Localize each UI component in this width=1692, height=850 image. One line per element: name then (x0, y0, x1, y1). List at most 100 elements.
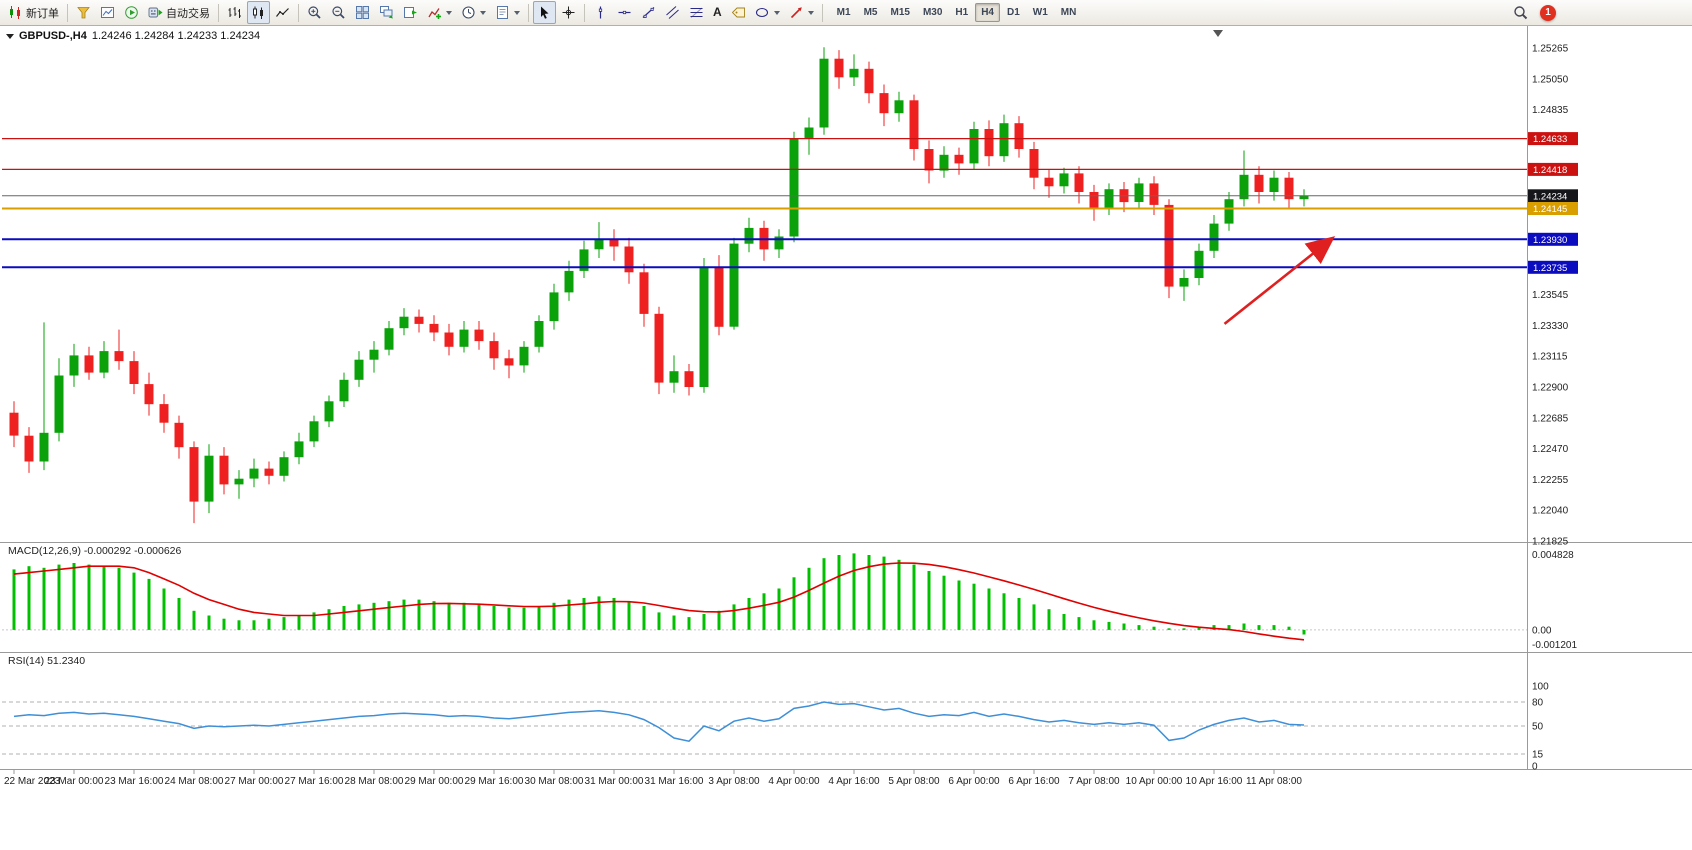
chart-title: GBPUSD-,H4 1.24246 1.24284 1.24233 1.242… (6, 30, 260, 42)
chart-shift-button[interactable] (399, 1, 422, 24)
zoom-in-icon (307, 5, 322, 20)
macd-bar (12, 569, 16, 630)
zoom-in-button[interactable] (303, 1, 326, 24)
macd-bar (282, 617, 286, 630)
tf-m30-button[interactable]: M30 (922, 7, 943, 18)
price-tag-label: 1.24145 (1533, 204, 1567, 215)
candle-body (204, 455, 214, 502)
funnel-icon (76, 5, 91, 20)
macd-bar (807, 567, 811, 630)
tf-m1-button[interactable]: M1 (836, 7, 851, 18)
macd-bar (1137, 625, 1141, 630)
shapes-button[interactable] (751, 1, 784, 24)
candle-body (954, 154, 964, 164)
price-tick-label: 1.21825 (1532, 537, 1569, 548)
line-chart-icon (275, 5, 290, 20)
macd-bar (552, 602, 556, 630)
tf-m5-button[interactable]: M5 (863, 7, 878, 18)
macd-bar (777, 588, 781, 630)
zoom-out-icon (331, 5, 346, 20)
autotrade-robot-icon (148, 5, 163, 20)
price-tag (1528, 189, 1578, 203)
periods-button[interactable] (457, 1, 490, 24)
candle-body (564, 270, 574, 293)
market-watch-button[interactable] (72, 1, 95, 24)
macd-scale-zero: 0.00 (1532, 625, 1552, 636)
rsi-scale-label: 80 (1532, 698, 1544, 709)
macd-bar (1242, 623, 1246, 630)
price-tick-label: 1.22470 (1532, 444, 1569, 455)
chevron-down-icon (807, 10, 814, 15)
chevron-down-icon (773, 10, 780, 15)
rsi-label: RSI(14) 51.2340 (8, 655, 86, 667)
tf-mn-button[interactable]: MN (1060, 7, 1077, 18)
macd-bar (462, 602, 466, 630)
macd-bar (717, 610, 721, 630)
line-chart-button[interactable] (271, 1, 294, 24)
text-tool-button[interactable]: A (709, 1, 726, 24)
rsi-scale-label: 15 (1532, 750, 1544, 761)
macd-bar (1002, 593, 1006, 630)
macd-bar (792, 577, 796, 630)
horizontal-line-button[interactable] (613, 1, 636, 24)
tf-h1-button[interactable]: H1 (955, 7, 969, 18)
tile-windows-button[interactable] (351, 1, 374, 24)
tf-d1-button[interactable]: D1 (1006, 7, 1020, 18)
search-button[interactable] (1509, 1, 1532, 24)
macd-bar (822, 558, 826, 630)
label-tool-button[interactable] (727, 1, 750, 24)
fibonacci-button[interactable] (685, 1, 708, 24)
ea-status-icon (124, 5, 139, 20)
bar-chart-button[interactable] (223, 1, 246, 24)
trend-arrow-annotation[interactable] (1223, 236, 1336, 325)
time-tick-label: 10 Apr 16:00 (1186, 776, 1243, 787)
arrow-tool-icon (789, 5, 804, 20)
tf-h4-button[interactable]: H4 (975, 3, 1000, 22)
new-order-button[interactable]: 新订单 (4, 1, 63, 24)
macd-bar (477, 604, 481, 630)
vertical-line-button[interactable] (589, 1, 612, 24)
price-tag (1528, 232, 1578, 246)
chart-shift-marker[interactable] (1213, 30, 1223, 37)
candle-body (804, 127, 814, 139)
macd-bar (312, 612, 316, 630)
candle-body (1059, 173, 1069, 187)
autotrade-button[interactable]: 自动交易 (144, 1, 214, 24)
candle-body (69, 355, 79, 376)
templates-button[interactable] (491, 1, 524, 24)
tf-w1-button[interactable]: W1 (1032, 7, 1048, 18)
chart-canvas[interactable]: 1.25265 1.25050 1.24835 1.23545 1.23330 1.231… (0, 26, 1692, 850)
new-order-label: 新订单 (26, 7, 59, 20)
macd-bar (942, 575, 946, 630)
macd-bar (237, 620, 241, 630)
crosshair-button[interactable] (557, 1, 580, 24)
candle-body (1299, 195, 1309, 200)
macd-bar (192, 610, 196, 630)
macd-bar (1047, 609, 1051, 630)
macd-bar (927, 571, 931, 630)
candlestick-chart-button[interactable] (247, 1, 270, 24)
channel-button[interactable] (661, 1, 684, 24)
candle-body (189, 447, 199, 502)
time-tick-label: 5 Apr 08:00 (888, 776, 940, 787)
profiles-button[interactable] (96, 1, 119, 24)
chart-shift-icon (403, 5, 418, 20)
zoom-out-button[interactable] (327, 1, 350, 24)
arrange-windows-button[interactable] (375, 1, 398, 24)
candle-body (519, 346, 529, 366)
time-tick-label: 30 Mar 08:00 (525, 776, 584, 787)
macd-bar (702, 614, 706, 630)
price-tick-label: 1.23330 (1532, 321, 1569, 332)
chart-menu-icon[interactable] (6, 33, 14, 39)
indicators-button[interactable] (423, 1, 456, 24)
expert-advisor-status-button[interactable] (120, 1, 143, 24)
cursor-button[interactable] (533, 1, 556, 24)
price-tag-label: 1.23735 (1533, 263, 1567, 274)
tf-m15-button[interactable]: M15 (890, 7, 910, 18)
trendline-button[interactable] (637, 1, 660, 24)
arrow-tools-button[interactable] (785, 1, 818, 24)
notification-badge[interactable]: 1 (1540, 4, 1556, 21)
macd-bar (1197, 626, 1201, 630)
time-tick-label: 4 Apr 16:00 (828, 776, 880, 787)
time-tick-label: 3 Apr 08:00 (708, 776, 760, 787)
